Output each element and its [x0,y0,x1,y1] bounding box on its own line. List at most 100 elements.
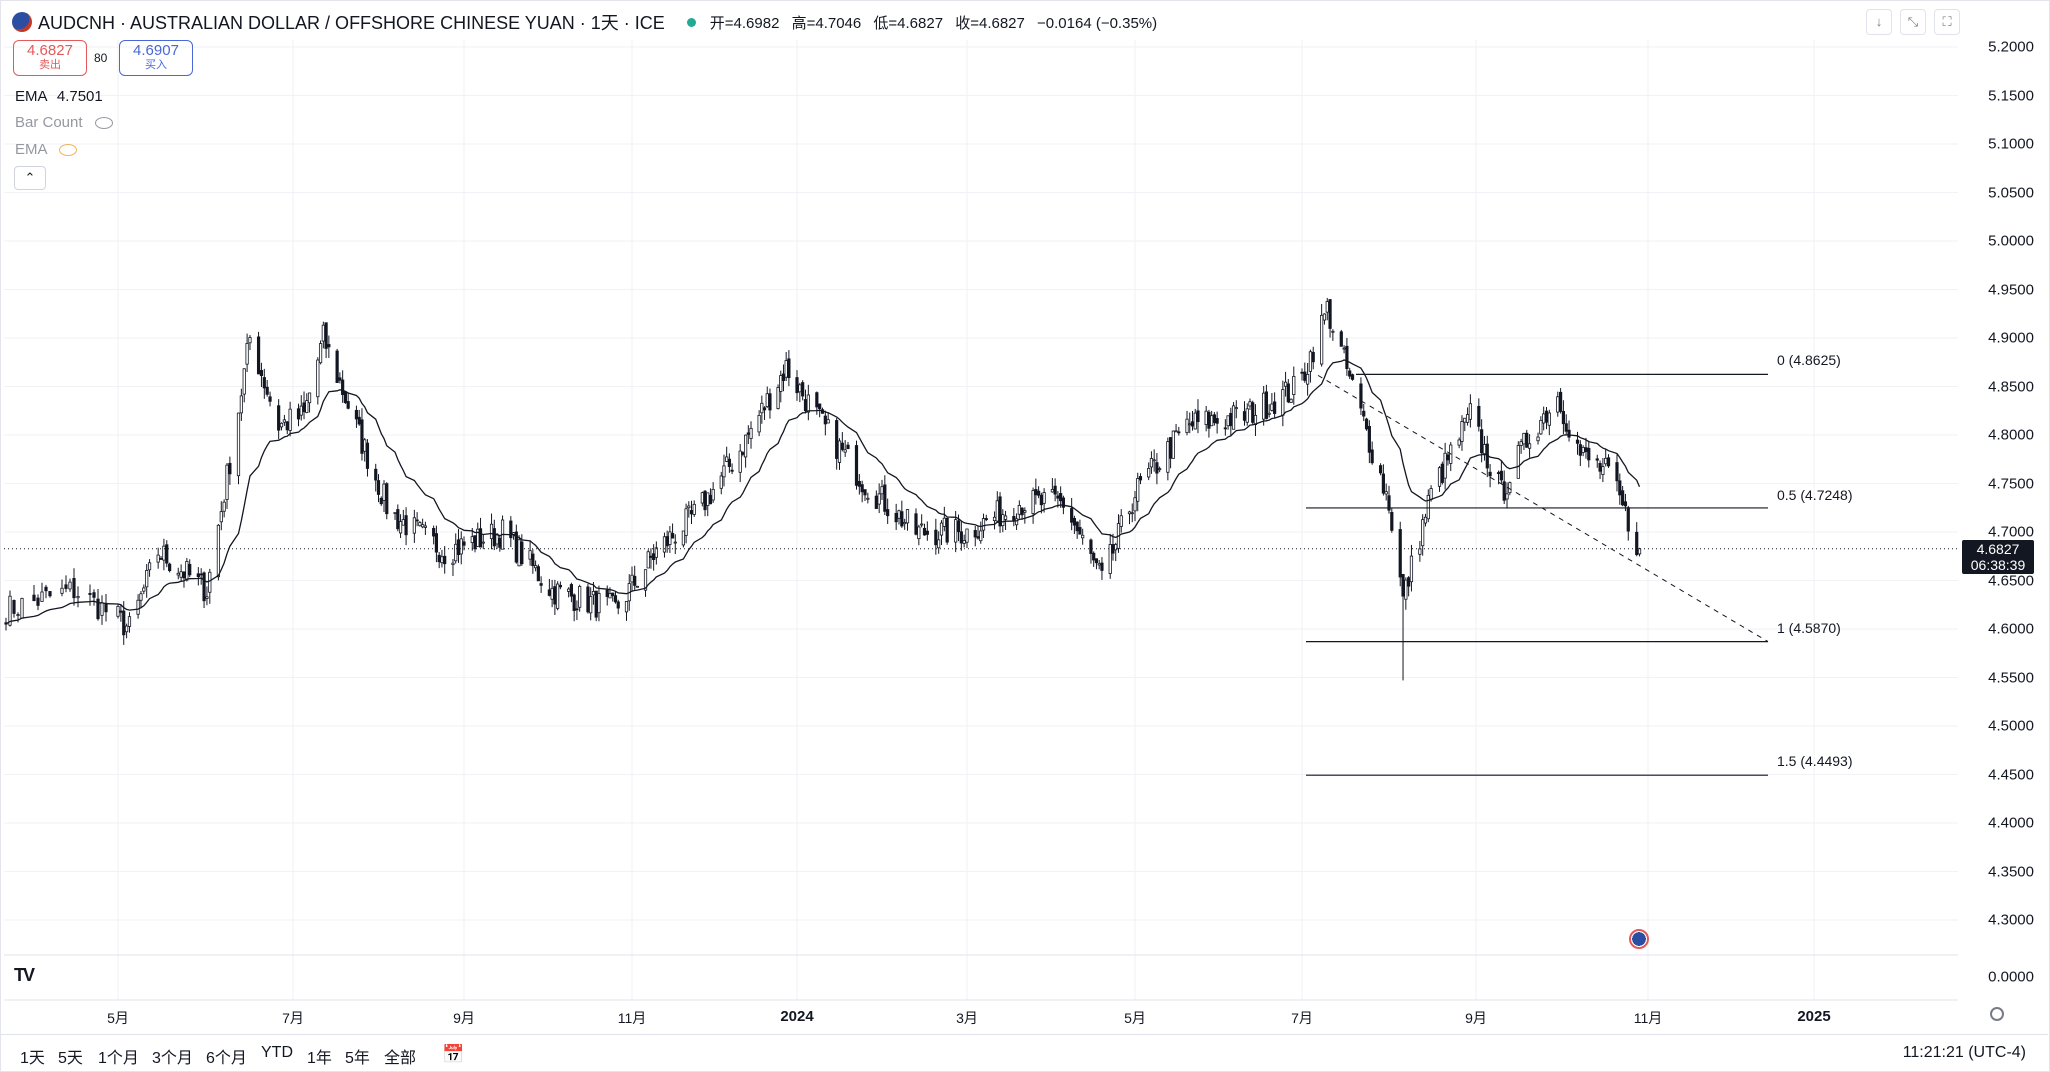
symbol-title[interactable]: AUDCNH · AUSTRALIAN DOLLAR / OFFSHORE CH… [38,13,665,33]
buy-button[interactable]: 4.6907 买入 [119,40,193,76]
candle-body [1387,495,1391,511]
candle-body [917,526,921,540]
candle-body [1138,476,1143,481]
close-value: 收=4.6827 [955,14,1025,32]
candle-body [256,336,261,375]
candle-body [1536,436,1540,442]
candle-body [616,601,620,609]
candle-body [550,587,554,600]
candle-body [434,533,439,553]
candle-body [20,597,24,619]
candle-body [219,511,223,523]
candle-body [1621,490,1625,506]
candle-body [401,519,405,526]
arrow-down-icon[interactable]: ↓ [1866,9,1892,35]
candle-body [979,530,983,542]
candle-body [1626,507,1630,532]
calendar-icon[interactable]: 📅 [442,1044,465,1064]
ema-indicator[interactable]: EMA 4.7501 [15,88,103,105]
candle-body [1155,462,1159,474]
candle-body [454,543,458,562]
ema2-indicator[interactable]: EMA [15,141,77,158]
sell-button[interactable]: 4.6827 卖出 [13,40,87,76]
candle-body [127,616,132,627]
candle-body [633,575,637,586]
candle-body [1070,508,1074,523]
candle-body [1350,374,1355,380]
candle-body [781,373,786,381]
candle-body [473,535,477,550]
candle-body [749,427,753,439]
candle-body [1001,514,1005,527]
candle-body [646,551,650,569]
candle-body [196,573,200,578]
candle-body [1136,478,1140,502]
range-5y-button[interactable]: 5年 [345,1050,370,1067]
collapse-icon[interactable]: ⤡ [1900,9,1926,35]
gear-icon[interactable] [1990,1007,2004,1021]
candle-body [795,377,799,394]
buy-label: 买入 [145,59,167,71]
candle-body [939,522,944,536]
fib-trend-line[interactable] [1317,374,1769,643]
price-axis[interactable]: 5.2000 5.1500 5.1000 5.0500 5.0000 4.9500 4.90… [1960,0,2048,1015]
fullscreen-icon[interactable]: ⛶ [1934,9,1960,35]
candle-body [670,533,675,539]
price-tick-label: 4.4000 [1988,814,2034,832]
range-all-button[interactable]: 全部 [384,1050,417,1067]
candle-body [1423,516,1428,524]
range-6m-button[interactable]: 6个月 [206,1050,247,1067]
candle-body [1519,441,1523,446]
candle-body [803,399,808,412]
candle-body [1204,410,1208,426]
bar-count-indicator[interactable]: Bar Count [15,114,113,131]
range-5d-button[interactable]: 5天 [58,1050,83,1067]
candle-body [575,608,579,611]
candle-body [572,594,576,611]
fib-label-05: 0.5 (4.7248) [1777,487,1853,503]
candle-body [1158,468,1162,471]
candle-body [708,494,713,505]
candle-body [176,572,180,576]
candle-body [1637,548,1642,555]
candle-body [489,523,494,540]
candle-body [1516,445,1520,479]
candle-body [72,578,76,599]
range-ytd-button[interactable]: YTD [261,1044,293,1061]
event-flag-icon[interactable] [1629,929,1649,949]
candle-body [1171,430,1175,459]
candle-body [1177,431,1181,434]
candle-body [1188,423,1192,426]
candle-body [1320,314,1324,365]
candle-body [1615,462,1619,482]
candle-body [1488,471,1492,477]
candle-body [1364,418,1369,430]
candle-body [1342,347,1346,350]
time-tick-label: 5月 [1124,1010,1146,1026]
candle-body [1468,403,1472,420]
candle-body [1595,458,1599,461]
candle-body [854,445,859,486]
candle-body [104,602,108,613]
candle-body [76,596,80,599]
collapse-legend-button[interactable]: ⌃ [14,166,46,190]
candle-body [421,524,425,528]
candle-body [1034,489,1038,496]
range-1m-button[interactable]: 1个月 [98,1050,139,1067]
hidden-eye-icon[interactable] [58,144,77,157]
range-1d-button[interactable]: 1天 [20,1050,45,1067]
candle-body [245,343,249,365]
candle-body [630,574,634,583]
hidden-eye-icon[interactable] [94,117,113,130]
candle-body [440,556,444,564]
range-1y-button[interactable]: 1年 [307,1050,332,1067]
candle-body [1477,405,1481,427]
ema2-label: EMA [15,141,47,158]
candle-body [806,394,810,413]
candle-body [8,595,12,626]
range-3m-button[interactable]: 3个月 [152,1050,193,1067]
candle-body [1097,563,1101,566]
candle-body [1017,505,1021,515]
candle-body [973,530,977,538]
